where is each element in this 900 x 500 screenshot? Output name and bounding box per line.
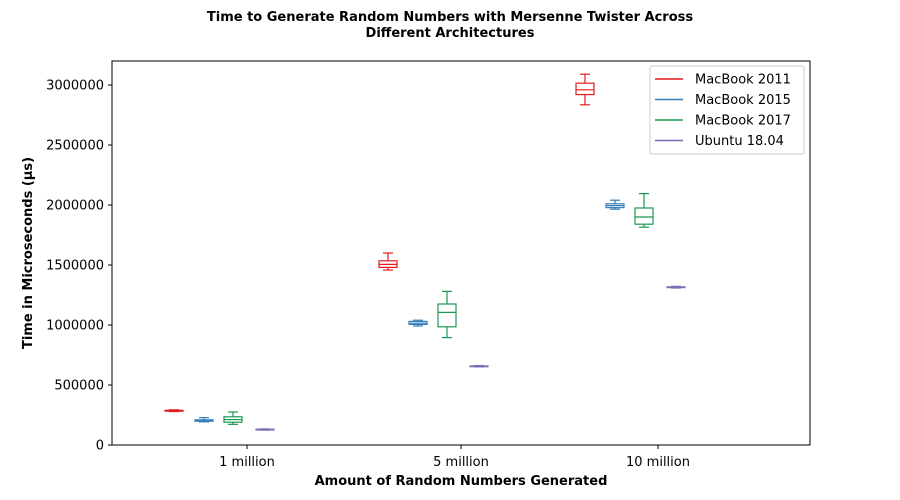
y-tick-label: 1500000 [46, 259, 104, 274]
y-tick-label: 500000 [54, 379, 104, 394]
box-0-0 [164, 409, 184, 413]
x-axis-label: Amount of Random Numbers Generated [315, 474, 608, 489]
legend-label: MacBook 2011 [695, 73, 791, 88]
plot-area [164, 73, 686, 431]
box-2-2 [634, 193, 654, 228]
y-tick-label: 2000000 [46, 199, 104, 214]
box-1-1 [408, 319, 428, 327]
legend-label: MacBook 2015 [695, 93, 791, 108]
x-tick-label: 10 million [626, 455, 690, 470]
box-3-0 [255, 428, 275, 431]
box-1-2 [605, 199, 625, 210]
box-1-0 [194, 417, 214, 423]
box-2-1 [437, 290, 457, 339]
y-tick-label: 2500000 [46, 139, 104, 154]
legend: MacBook 2011 MacBook 2015 MacBook 2017 Ubun… [649, 65, 805, 155]
box-3-2 [666, 285, 686, 289]
tick-layer: 0 500000 1000000 1500000 2000000 2500000 30000… [46, 79, 690, 471]
x-tick-label: 1 million [219, 455, 275, 470]
legend-label: MacBook 2017 [695, 114, 791, 129]
chart-title-line-1: Time to Generate Random Numbers with Mer… [207, 10, 693, 25]
y-tick-label: 0 [96, 439, 104, 454]
y-axis-label: Time in Microseconds (µs) [21, 157, 36, 349]
box-2-0 [223, 411, 243, 425]
box-body [437, 303, 457, 328]
box-body [575, 82, 595, 96]
legend-frame [649, 65, 805, 155]
box-body [634, 207, 654, 225]
x-tick-label: 5 million [433, 455, 489, 470]
chart-title-line-2: Different Architectures [366, 26, 535, 41]
y-tick-label: 3000000 [46, 79, 104, 94]
legend-label: Ubuntu 18.04 [695, 134, 784, 149]
y-tick-label: 1000000 [46, 319, 104, 334]
box-0-1 [378, 252, 398, 271]
box-0-2 [575, 73, 595, 106]
box-3-1 [469, 364, 489, 368]
